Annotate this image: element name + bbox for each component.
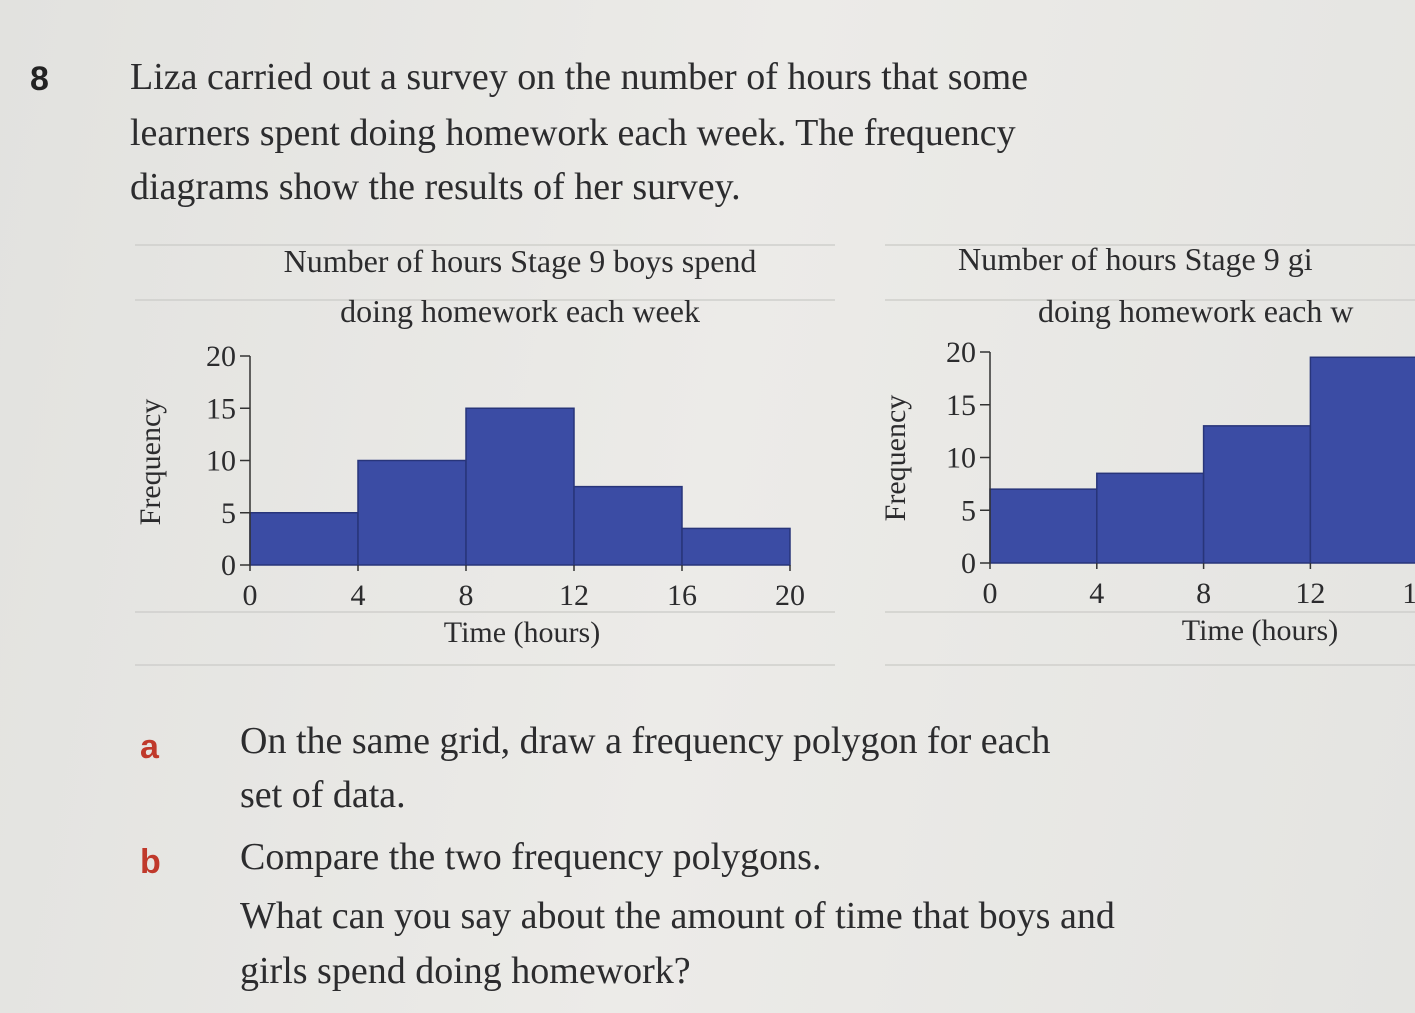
bar — [465, 407, 575, 566]
bar — [989, 488, 1098, 564]
y-tick-label: 10 — [206, 445, 236, 478]
y-axis-label: Frequency — [134, 399, 167, 526]
x-tick-label: 0 — [983, 577, 998, 610]
x-tick-label: 16 — [667, 579, 697, 612]
x-axis-label: Time (hours) — [1182, 614, 1338, 647]
x-tick-label: 4 — [351, 579, 366, 612]
part-line: girls spend doing homework? — [240, 950, 691, 992]
x-tick-label: 8 — [1196, 577, 1211, 610]
x-tick-label: 8 — [459, 579, 474, 612]
part-line: Compare the two frequency polygons. — [240, 836, 822, 878]
question-line: diagrams show the results of her survey. — [130, 166, 741, 208]
x-axis-label: Time (hours) — [444, 616, 600, 649]
chart-title: Number of hours Stage 9 boys spend — [284, 243, 757, 279]
y-tick-label: 10 — [946, 442, 976, 475]
y-tick-label: 20 — [206, 340, 236, 373]
y-tick-label: 15 — [946, 389, 976, 422]
part-label: b — [140, 843, 161, 881]
question-line: Liza carried out a survey on the number … — [130, 56, 1028, 98]
part-line: What can you say about the amount of tim… — [240, 895, 1115, 937]
y-tick-label: 20 — [946, 336, 976, 369]
bar — [357, 459, 467, 566]
question-number: 8 — [30, 60, 49, 98]
x-tick-label: 20 — [775, 579, 805, 612]
y-axis-label: Frequency — [879, 395, 912, 522]
part-label: a — [140, 728, 159, 766]
bar — [1309, 356, 1415, 564]
y-tick-label: 0 — [221, 549, 236, 582]
x-tick-label: 0 — [243, 579, 258, 612]
x-tick-label: 16 — [1402, 577, 1415, 610]
question-line: learners spent doing homework each week.… — [130, 112, 1016, 154]
x-tick-label: 12 — [559, 579, 589, 612]
y-tick-label: 15 — [206, 392, 236, 425]
bar — [1202, 425, 1312, 564]
bar — [573, 485, 683, 566]
bar — [249, 512, 359, 566]
chart-title: doing homework each week — [340, 293, 700, 329]
part-line: On the same grid, draw a frequency polyg… — [240, 720, 1051, 762]
page-rules — [135, 244, 1415, 666]
y-tick-label: 0 — [961, 547, 976, 580]
bar — [681, 527, 791, 566]
x-tick-label: 4 — [1089, 577, 1104, 610]
y-tick-label: 5 — [961, 494, 976, 527]
x-tick-label: 12 — [1295, 577, 1325, 610]
chart-title: doing homework each w — [1038, 293, 1353, 329]
bar — [1096, 472, 1205, 564]
part-line: set of data. — [240, 774, 406, 816]
y-tick-label: 5 — [221, 497, 236, 530]
chart-title: Number of hours Stage 9 gi — [958, 241, 1313, 277]
